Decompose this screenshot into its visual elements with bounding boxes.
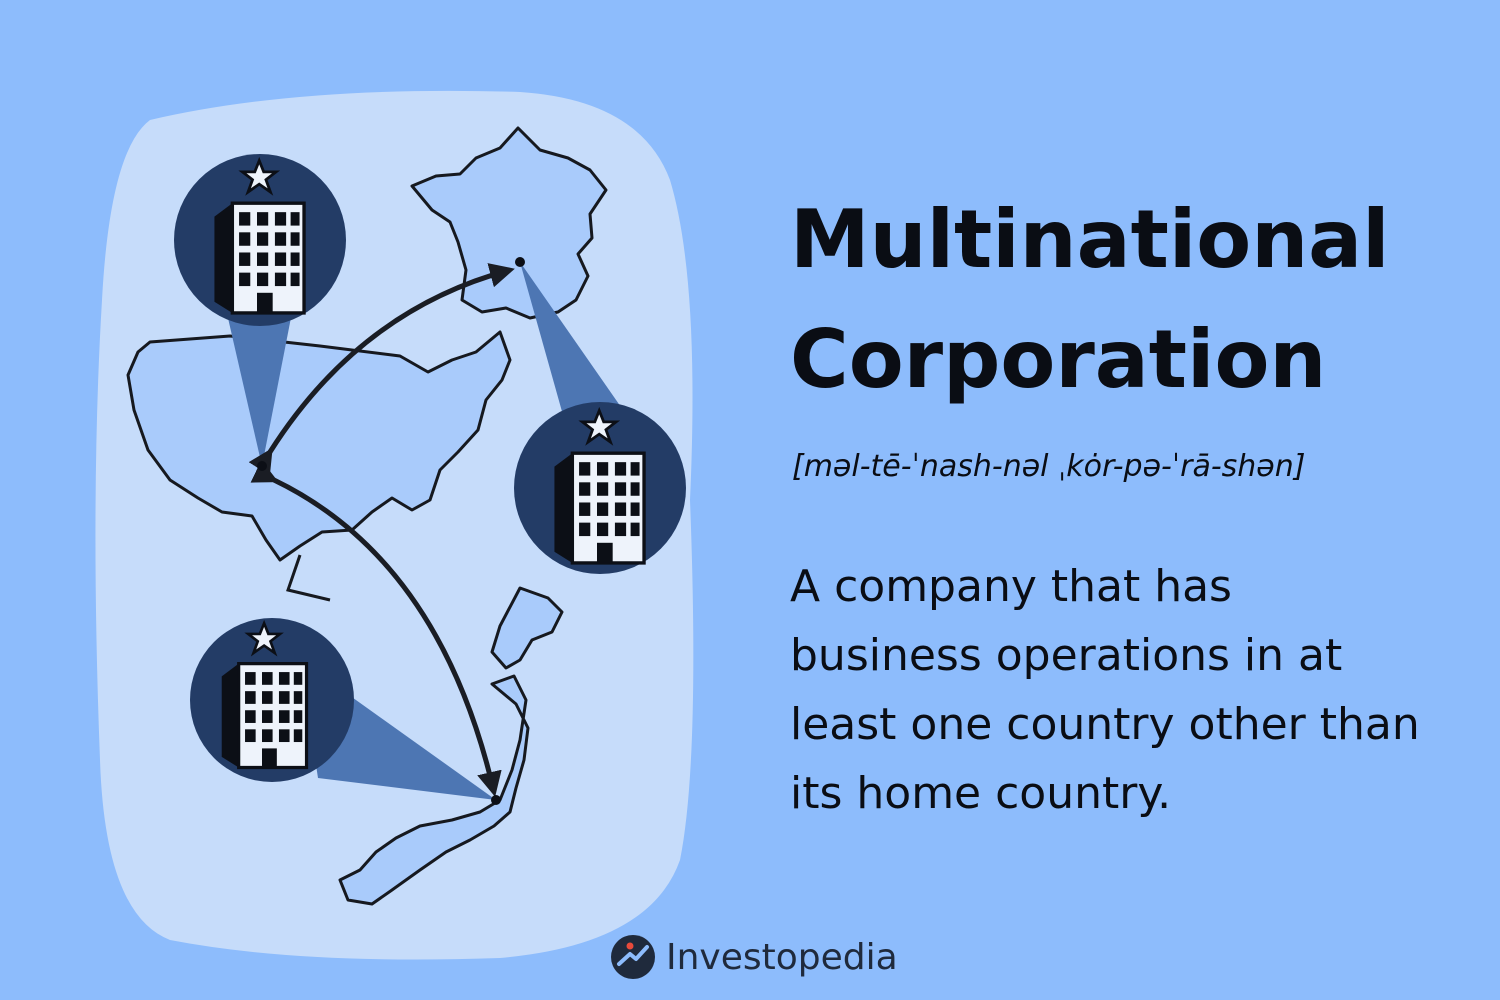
- location-dot-japan: [491, 795, 501, 805]
- double-arrow-icon: [250, 460, 502, 797]
- page-title: Multinational Corporation: [790, 180, 1470, 420]
- double-arrow-icon: [248, 263, 515, 476]
- location-dot-usa: [257, 461, 267, 471]
- title-line-2: Corporation: [790, 313, 1327, 406]
- beam-france: [520, 262, 630, 440]
- definition-text: A company that has business operations i…: [790, 561, 1420, 819]
- brand-logo: Investopedia: [610, 932, 898, 982]
- investopedia-logo-icon: [611, 935, 655, 979]
- title-line-1: Multinational: [790, 193, 1390, 286]
- map-illustration: [95, 90, 694, 960]
- office-building-icon: [174, 154, 346, 326]
- pronunciation: [məl-tē-ˈnash-nəl ˌkȯr-pə-ˈrā-shən]: [792, 449, 1306, 484]
- location-dot-france: [515, 257, 525, 267]
- office-building-icon: [190, 618, 354, 782]
- brand-name: Investopedia: [666, 936, 898, 978]
- office-building-icon: [514, 402, 686, 574]
